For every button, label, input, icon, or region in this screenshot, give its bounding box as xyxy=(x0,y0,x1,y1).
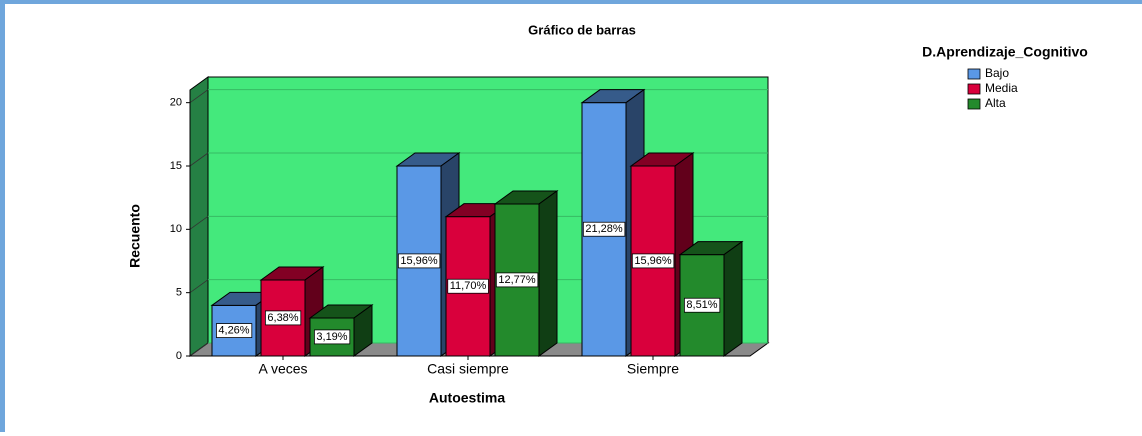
value-label: 6,38% xyxy=(267,312,298,324)
value-label: 15,96% xyxy=(634,255,672,267)
value-label-box xyxy=(313,329,351,345)
legend-swatch xyxy=(967,83,981,95)
grid-line xyxy=(189,342,209,357)
legend-label: Media xyxy=(985,81,1018,95)
grid-line xyxy=(189,279,209,293)
legend-swatch xyxy=(967,98,981,110)
value-label: 15,96% xyxy=(400,255,438,267)
grid-line xyxy=(189,152,209,167)
x-tick-label: Siempre xyxy=(627,361,679,377)
legend-label: Bajo xyxy=(985,66,1009,80)
value-label-box xyxy=(683,297,721,313)
bar-side xyxy=(538,190,558,357)
side-wall xyxy=(189,76,209,357)
value-label-box xyxy=(495,272,539,288)
legend-title: D.Aprendizaje_Cognitivo xyxy=(922,44,1088,60)
grid-line xyxy=(189,216,209,230)
y-tick-label: 5 xyxy=(176,287,182,299)
value-label: 21,28% xyxy=(585,223,623,235)
value-label: 8,51% xyxy=(686,299,717,311)
x-tick-label: A veces xyxy=(258,361,307,377)
y-tick-label: 15 xyxy=(170,160,182,172)
y-tick-label: 20 xyxy=(170,97,182,109)
bar-side xyxy=(723,240,743,357)
bar-side xyxy=(353,304,373,357)
y-tick-label: 10 xyxy=(170,223,182,235)
value-label-box xyxy=(447,278,489,294)
legend-label: Alta xyxy=(985,96,1006,110)
grid-line xyxy=(189,89,209,103)
x-tick-label: Casi siempre xyxy=(427,361,509,377)
value-label-box xyxy=(582,221,626,237)
y-axis-label: Recuento xyxy=(127,204,143,268)
value-label: 4,26% xyxy=(218,325,249,337)
value-label-box xyxy=(397,253,441,269)
value-label-box xyxy=(215,323,253,338)
value-label-box xyxy=(631,253,675,269)
value-label: 3,19% xyxy=(316,331,347,343)
chart-title: Gráfico de barras xyxy=(528,22,636,37)
value-label: 11,70% xyxy=(450,280,487,292)
value-label-box xyxy=(264,310,302,326)
value-label: 12,77% xyxy=(498,274,536,286)
legend-swatch xyxy=(967,68,981,80)
x-axis-label: Autoestima xyxy=(429,390,505,406)
y-tick-label: 0 xyxy=(176,350,182,362)
chart: Gráfico de barras Autoestima Recuento D.… xyxy=(127,22,1088,406)
